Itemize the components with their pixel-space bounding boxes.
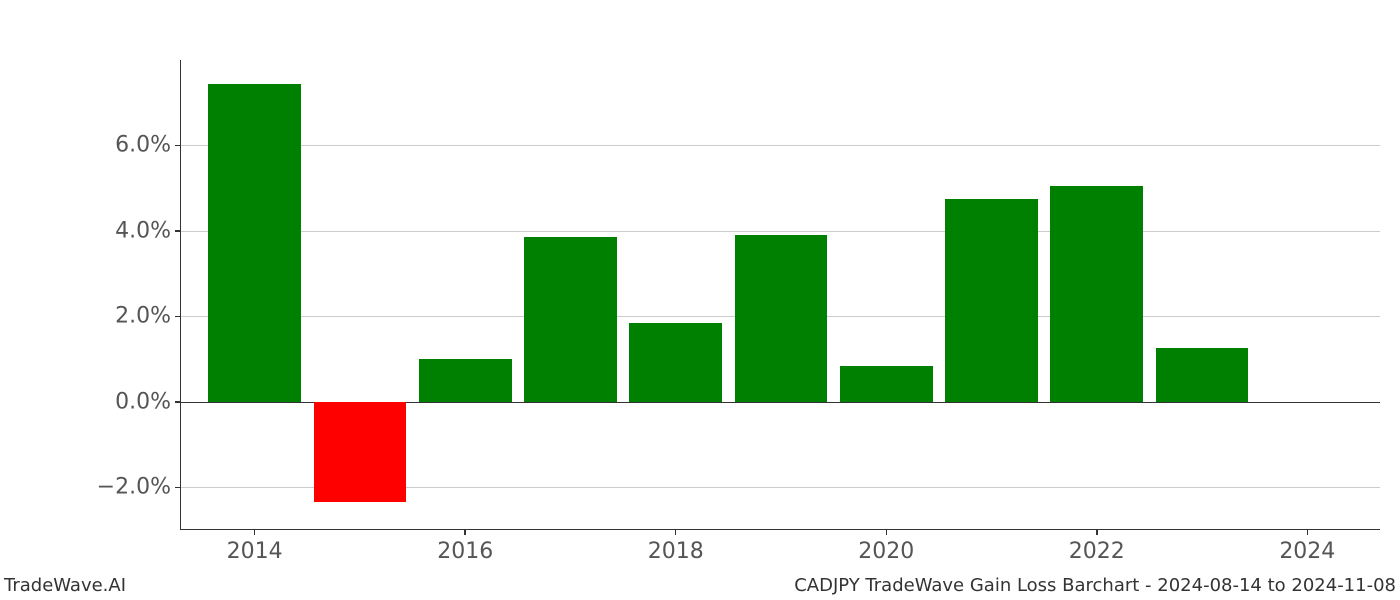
bar bbox=[314, 402, 407, 502]
x-tick-label: 2016 bbox=[437, 529, 493, 564]
bar bbox=[524, 237, 617, 402]
x-tick-label: 2020 bbox=[858, 529, 914, 564]
plot-area: −2.0%0.0%2.0%4.0%6.0%2014201620182020202… bbox=[180, 60, 1380, 530]
y-tick-label: 0.0% bbox=[115, 389, 181, 414]
x-tick-label: 2014 bbox=[227, 529, 283, 564]
x-tick-label: 2022 bbox=[1069, 529, 1125, 564]
bar bbox=[1156, 348, 1249, 401]
bar bbox=[419, 359, 512, 402]
grid-line bbox=[181, 145, 1380, 146]
grid-line bbox=[181, 231, 1380, 232]
bar bbox=[629, 323, 722, 402]
x-tick-label: 2018 bbox=[648, 529, 704, 564]
y-tick-label: 4.0% bbox=[115, 218, 181, 243]
footer-left-text: TradeWave.AI bbox=[4, 575, 126, 596]
bar bbox=[1050, 186, 1143, 402]
y-tick-label: 2.0% bbox=[115, 304, 181, 329]
y-tick-label: 6.0% bbox=[115, 133, 181, 158]
bar bbox=[945, 199, 1038, 402]
x-tick-label: 2024 bbox=[1279, 529, 1335, 564]
chart-container: −2.0% 0.0% 2.0% 4.0% 6.0% 2014 2016 2018 2020 202… bbox=[0, 0, 1400, 600]
bar bbox=[840, 366, 933, 402]
bar bbox=[208, 84, 301, 402]
y-tick-label: −2.0% bbox=[97, 475, 181, 500]
bar bbox=[735, 235, 828, 402]
footer-right-text: CADJPY TradeWave Gain Loss Barchart - 20… bbox=[794, 575, 1396, 596]
